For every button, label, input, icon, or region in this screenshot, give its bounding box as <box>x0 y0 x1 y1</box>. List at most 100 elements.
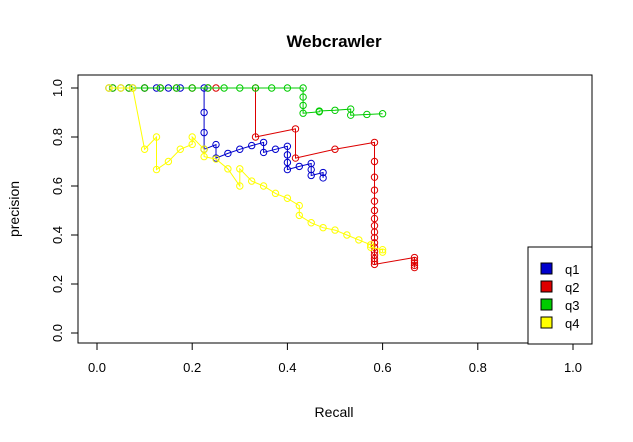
data-point-q1 <box>295 162 303 171</box>
data-point-q2 <box>370 173 379 181</box>
y-axis-label: precision <box>6 181 22 237</box>
data-point-q1 <box>271 145 280 153</box>
chart-title: Webcrawler <box>286 32 382 51</box>
data-point-q2 <box>251 133 260 141</box>
data-point-q1 <box>283 142 292 151</box>
y-tick-label: 0.6 <box>50 177 65 195</box>
data-point-q4 <box>295 201 303 210</box>
data-point-q4 <box>378 248 387 256</box>
data-point-q3 <box>188 84 196 92</box>
data-point-q4 <box>355 236 363 244</box>
data-point-q4 <box>164 157 173 166</box>
data-point-q4 <box>188 140 196 149</box>
data-point-q3 <box>347 111 355 119</box>
data-point-q1 <box>200 108 208 117</box>
series-line-q4 <box>108 87 384 253</box>
data-point-q1 <box>319 168 327 177</box>
legend: q1 q2 q3 q4 <box>527 246 593 345</box>
data-point-q1 <box>259 138 268 147</box>
x-tick-label: 0.6 <box>374 360 392 375</box>
y-tick-label: 1.0 <box>50 79 65 97</box>
data-point-q4 <box>319 223 327 232</box>
y-tick-label: 0.2 <box>50 275 65 293</box>
data-point-q3 <box>363 110 371 119</box>
data-point-q3 <box>283 84 292 92</box>
data-point-q3 <box>140 84 149 92</box>
data-point-q1 <box>283 151 292 159</box>
data-point-q2 <box>291 125 300 133</box>
legend-label-q2: q2 <box>565 280 579 295</box>
data-point-q4 <box>236 165 244 173</box>
legend-swatch-q1 <box>540 262 553 275</box>
data-point-q3 <box>204 84 212 92</box>
data-point-q2 <box>410 261 419 270</box>
data-point-q2 <box>370 260 379 269</box>
data-point-q1 <box>283 165 292 174</box>
data-point-q4 <box>259 182 268 190</box>
data-point-q2 <box>370 157 379 166</box>
legend-label-q4: q4 <box>565 316 579 331</box>
data-point-q3 <box>220 84 228 92</box>
series-q1 <box>105 84 327 182</box>
series-line-q3 <box>112 87 383 116</box>
data-point-q4 <box>378 246 387 254</box>
data-point-q4 <box>248 177 256 185</box>
data-point-q4 <box>152 133 161 141</box>
data-point-q1 <box>319 174 327 182</box>
data-point-q2 <box>370 138 379 147</box>
data-point-q4 <box>129 84 137 92</box>
data-point-q2 <box>410 253 419 262</box>
x-tick-label: 0.0 <box>88 360 106 375</box>
data-point-q1 <box>200 128 208 137</box>
x-tick-label: 1.0 <box>564 360 582 375</box>
y-tick-label: 0.0 <box>50 324 65 342</box>
data-point-q2 <box>410 259 419 267</box>
data-point-q2 <box>331 145 339 153</box>
data-point-q4 <box>307 219 315 227</box>
data-point-q4 <box>283 194 292 202</box>
data-point-q4 <box>188 133 196 141</box>
y-axis: 0.0 0.2 0.4 0.6 0.8 1.0 <box>50 79 79 342</box>
series-q2 <box>109 84 419 272</box>
series-line-q2 <box>112 87 415 268</box>
data-point-q2 <box>291 154 300 162</box>
series-q3 <box>109 84 387 119</box>
data-point-q3 <box>251 84 260 92</box>
data-point-q2 <box>370 228 379 236</box>
series-layer <box>105 84 419 272</box>
data-point-q2 <box>370 214 379 223</box>
data-point-q4 <box>331 226 339 234</box>
data-point-q1 <box>224 149 232 158</box>
data-point-q3 <box>236 84 244 92</box>
data-point-q4 <box>224 165 232 173</box>
data-point-q2 <box>370 197 379 205</box>
data-point-q2 <box>410 256 419 265</box>
series-q4 <box>105 84 387 256</box>
data-point-q4 <box>367 243 375 251</box>
x-tick-label: 0.8 <box>469 360 487 375</box>
legend-label-q1: q1 <box>565 262 579 277</box>
data-point-q4 <box>105 84 113 92</box>
x-tick-label: 0.4 <box>278 360 296 375</box>
data-point-q4 <box>117 84 125 92</box>
data-point-q3 <box>315 107 323 115</box>
data-point-q1 <box>259 148 268 157</box>
data-point-q1 <box>307 165 315 174</box>
data-point-q3 <box>172 84 181 92</box>
data-point-q3 <box>156 84 165 92</box>
data-point-q4 <box>140 145 149 153</box>
data-point-q2 <box>370 186 379 194</box>
data-point-q4 <box>212 155 220 163</box>
data-point-q1 <box>212 140 220 149</box>
plot-frame <box>77 74 593 344</box>
x-axis: 0.0 0.2 0.4 0.6 0.8 1.0 <box>88 342 582 375</box>
data-point-q4 <box>176 145 185 153</box>
legend-swatch-q2 <box>540 280 553 293</box>
data-point-q1 <box>248 141 256 150</box>
data-point-q3 <box>331 106 339 114</box>
data-point-q2 <box>370 233 379 242</box>
y-tick-label: 0.8 <box>50 128 65 146</box>
x-axis-label: Recall <box>315 404 354 420</box>
legend-box <box>527 246 593 345</box>
